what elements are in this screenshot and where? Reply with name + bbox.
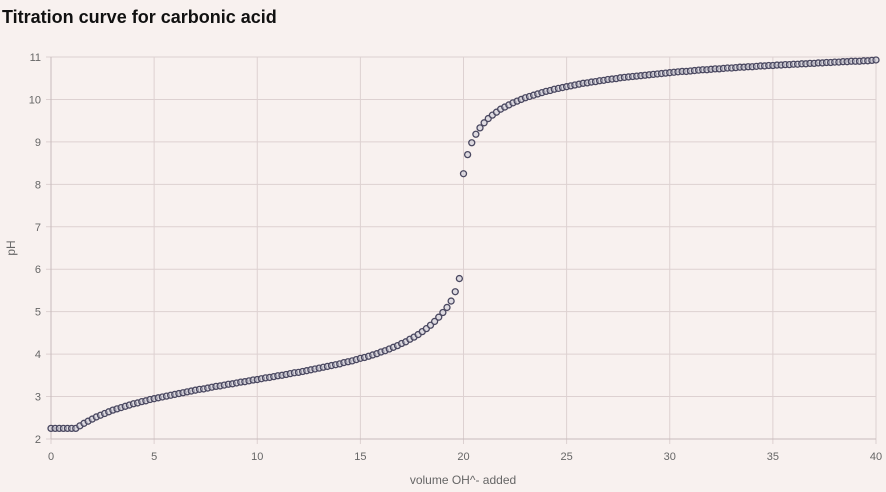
y-tick-label: 10 [29,94,41,106]
data-points [47,56,880,433]
data-point [476,124,484,132]
data-point [468,139,476,147]
x-tick-label: 40 [870,451,882,463]
data-point [430,317,439,326]
y-tick-label: 8 [35,179,41,191]
axes: 0 5 10 15 20 25 30 35 40 2 3 4 5 6 7 8 9 10 11 [29,52,882,463]
data-point [463,150,472,159]
x-tick-label: 0 [48,451,54,463]
x-tick-label: 20 [457,451,469,463]
y-tick-label: 7 [35,222,41,234]
gridlines [46,56,877,444]
data-point [451,288,459,296]
chart-title: Titration curve for carbonic acid [2,7,277,27]
data-point [455,274,464,283]
data-point [435,313,443,321]
data-point [872,56,880,64]
x-tick-label: 5 [151,451,157,463]
x-tick-label: 25 [561,451,573,463]
y-axis-title: pH [4,240,18,255]
y-tick-label: 5 [35,307,41,319]
data-point [480,119,488,127]
data-point [447,297,455,305]
x-tick-label: 15 [354,451,366,463]
x-tick-label: 35 [767,451,779,463]
data-point [439,308,447,317]
y-tick-label: 2 [35,434,41,446]
y-tick-label: 11 [30,52,41,64]
x-tick-label: 10 [251,451,263,463]
y-tick-label: 3 [35,392,41,404]
data-point [459,170,468,178]
data-point [472,130,480,138]
y-tick-label: 6 [35,264,41,276]
y-tick-label: 4 [35,349,41,361]
x-tick-label: 30 [664,451,676,463]
y-tick-label: 9 [35,137,41,149]
data-point [443,303,451,312]
x-axis-title: volume OH^- added [410,473,516,487]
